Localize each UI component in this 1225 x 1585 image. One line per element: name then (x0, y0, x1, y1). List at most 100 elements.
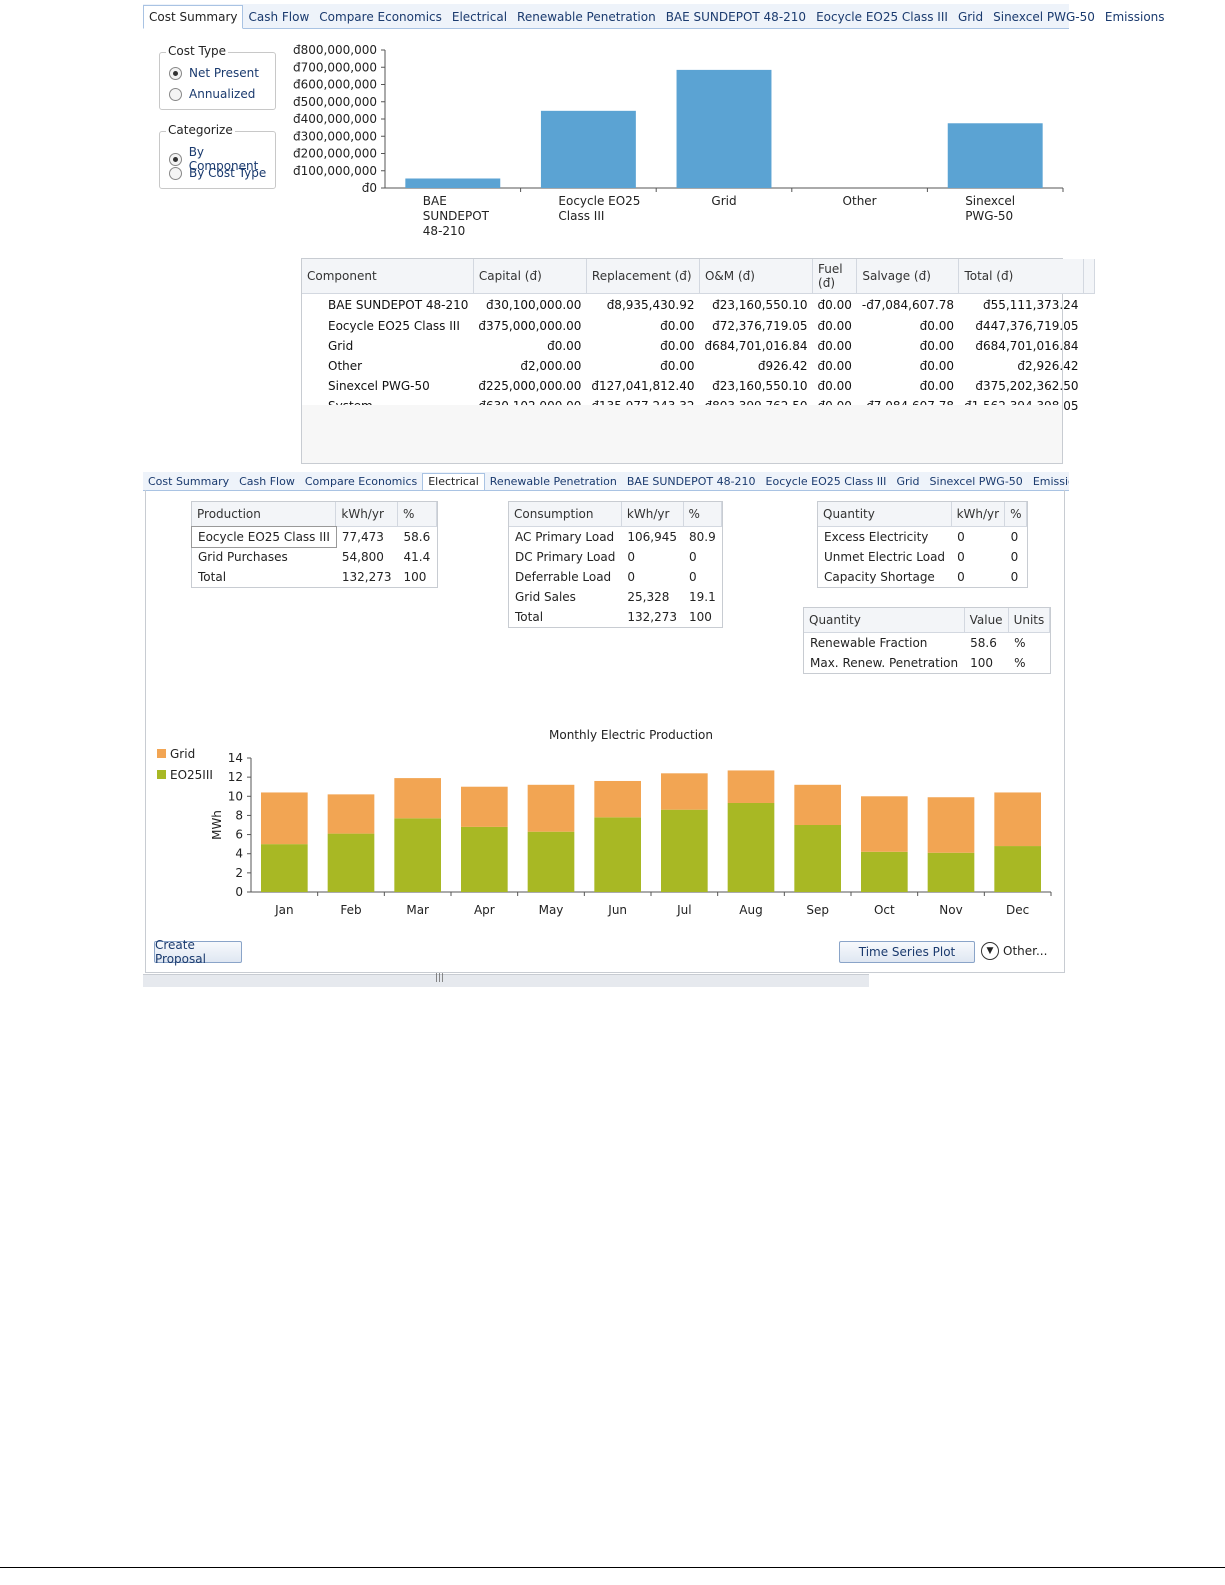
production-table-cell: 77,473 (341, 530, 384, 544)
table-row[interactable]: Max. Renew. Penetration 100% (804, 653, 1050, 673)
radio-by-component-indicator[interactable] (169, 152, 182, 166)
cost-table-header-salvage[interactable]: Salvage (đ) (856, 259, 960, 294)
production-table-header-kwh-yr[interactable]: kWh/yr (335, 502, 398, 527)
radio-by-component[interactable]: By Component (169, 145, 275, 173)
cost-bar-bae-sundepot-48-210 (405, 178, 501, 188)
tab-eocycle-eo25-class-iii[interactable]: Eocycle EO25 Class III (816, 10, 948, 24)
monthly-chart-y-label: MWh (210, 810, 224, 840)
table-row[interactable]: Grid Purchases 54,800 41.4 (192, 547, 436, 567)
cost-table-cell: đ0.00 (817, 378, 852, 393)
other-button[interactable]: ▼ Other... (981, 942, 1047, 960)
horizontal-scrollbar[interactable]: ||| (143, 973, 869, 987)
radio-net-present-indicator[interactable] (169, 66, 182, 80)
cost-table-cell: đ0.00 (919, 338, 954, 353)
tab-electrical[interactable]: Electrical (451, 10, 508, 24)
table-row[interactable]: Eocycle EO25 Class III đ375,000,000.00 đ0.… (302, 316, 1094, 336)
cost-table-header-fuel[interactable]: Fuel (đ) (812, 259, 858, 294)
tab-compare-economics[interactable]: Compare Economics (319, 10, 442, 24)
quantity-table-header-[interactable]: % (1004, 502, 1028, 527)
cost-table-cell-filler (1083, 356, 1094, 376)
tab-eocycle-eo25-class-iii[interactable]: Eocycle EO25 Class III (765, 475, 887, 488)
cost-chart-y-tick-label: đ0 (362, 181, 377, 195)
consumption-table-header-kwh-yr[interactable]: kWh/yr (621, 502, 684, 527)
table-row[interactable]: Sinexcel PWG-50 đ225,000,000.00 đ127,041,8… (302, 376, 1094, 396)
table-row[interactable]: AC Primary Load 106,945 80.9 (509, 527, 722, 548)
renewable-table-header-units[interactable]: Units (1008, 608, 1051, 633)
table-row[interactable]: Excess Electricity 0 0 (818, 527, 1027, 548)
consumption-table-header-consumption[interactable]: Consumption (509, 502, 622, 527)
cost-table-cell: Grid (328, 338, 354, 353)
cost-table-cell-filler (1083, 336, 1094, 356)
table-row[interactable]: Eocycle EO25 Class III 77,473 58.6 (191, 525, 436, 548)
tab-bae-sundepot-48-210[interactable]: BAE SUNDEPOT 48-210 (665, 10, 807, 24)
quantity-table-header-quantity[interactable]: Quantity (818, 502, 952, 527)
bar-eo25iii-aug (727, 802, 775, 892)
cost-table-header-replacement[interactable]: Replacement (đ) (586, 259, 700, 294)
tab-sinexcel-pwg-50[interactable]: Sinexcel PWG-50 (929, 475, 1023, 488)
cost-table-cell: đ23,160,550.10 (712, 378, 808, 393)
cost-table-cell: đ2,000.00 (520, 358, 582, 373)
tab-cash-flow[interactable]: Cash Flow (248, 10, 310, 24)
tab-cost-summary[interactable]: Cost Summary (148, 475, 230, 488)
table-row[interactable]: Unmet Electric Load 0 0 (818, 547, 1027, 567)
table-row[interactable]: DC Primary Load 0 0 (509, 547, 722, 567)
radio-annualized-indicator[interactable] (169, 87, 182, 101)
table-row[interactable]: Grid đ0.00 đ0.00 đ684,701,016.84 đ0.00 đ0.00 đ… (302, 336, 1094, 356)
tab-electrical[interactable]: Electrical (422, 473, 485, 490)
radio-net-present[interactable]: Net Present (169, 66, 259, 80)
renewable-table-cell: 100 (970, 656, 994, 670)
tab-compare-economics[interactable]: Compare Economics (304, 475, 418, 488)
cost-table-header-component[interactable]: Component (302, 259, 474, 294)
top-tab-strip: Cost Summary Cash Flow Compare Economics El… (143, 4, 1165, 29)
quantity-table-cell: 0 (1010, 550, 1019, 564)
radio-by-cost-type-indicator[interactable] (169, 166, 182, 180)
table-row[interactable]: Deferrable Load 0 0 (509, 567, 722, 587)
tab-renewable-penetration[interactable]: Renewable Penetration (489, 475, 617, 488)
cost-chart-y-tick-label: đ700,000,000 (293, 60, 377, 74)
consumption-table-cell: 19.1 (689, 590, 716, 604)
cost-table-header-total[interactable]: Total (đ) (958, 259, 1084, 294)
tab-cost-summary[interactable]: Cost Summary (143, 5, 244, 29)
consumption-table-cell: Deferrable Load (515, 570, 612, 584)
cost-table-header-capital[interactable]: Capital (đ) (473, 259, 587, 294)
radio-by-cost-type[interactable]: By Cost Type (169, 166, 266, 180)
table-row[interactable]: Capacity Shortage 0 0 (818, 567, 1027, 587)
quantity-table-header-kwh-yr[interactable]: kWh/yr (951, 502, 1006, 527)
renewable-table-header-quantity[interactable]: Quantity (804, 608, 965, 633)
table-row[interactable]: Total 132,273 100 (509, 607, 722, 627)
table-row[interactable]: BAE SUNDEPOT 48-210 đ30,100,000.00 đ8,935,… (302, 294, 1094, 316)
production-table-header-[interactable]: % (397, 502, 437, 527)
table-row[interactable]: Renewable Fraction 58.6% (804, 633, 1050, 654)
tab-grid[interactable]: Grid (896, 475, 920, 488)
cost-table-container: Component Capital (đ) Replacement (đ) O&M (… (301, 258, 1095, 464)
cost-table-cell: đ684,701,016.84 (975, 338, 1079, 353)
consumption-table-header-[interactable]: % (683, 502, 723, 527)
tab-grid[interactable]: Grid (957, 10, 984, 24)
radio-annualized[interactable]: Annualized (169, 87, 255, 101)
production-table-header-production[interactable]: Production (192, 502, 337, 527)
tab-bae-sundepot-48-210[interactable]: BAE SUNDEPOT 48-210 (626, 475, 756, 488)
cost-table-cell: đ375,202,362.50 (975, 378, 1079, 393)
tab-sinexcel-pwg-50[interactable]: Sinexcel PWG-50 (993, 10, 1095, 24)
cost-table-cell: đ0.00 (660, 318, 695, 333)
time-series-plot-button[interactable]: Time Series Plot (839, 941, 975, 963)
cost-type-group: Cost Type Net Present Annualized (159, 44, 276, 110)
table-row[interactable]: Other đ2,000.00 đ0.00 đ926.42 đ0.00 đ0.00 đ2,9… (302, 356, 1094, 376)
table-row[interactable]: Total 132,273 100 (192, 567, 436, 587)
cost-table-header-o-m[interactable]: O&M (đ) (699, 259, 814, 294)
table-row[interactable]: Grid Sales 25,328 19.1 (509, 587, 722, 607)
cost-table-cell: BAE SUNDEPOT 48-210 (328, 297, 469, 312)
production-table-cell: Grid Purchases (198, 550, 288, 564)
renewable-table-cell: 58.6 (970, 636, 997, 650)
chevron-down-icon[interactable]: ▼ (981, 942, 999, 960)
cost-chart-x-label: Class III (558, 209, 604, 223)
renewable-table-header-value[interactable]: Value (964, 608, 1009, 633)
bar-eo25iii-jun (594, 817, 641, 892)
tab-emissions[interactable]: Emissions (1104, 10, 1165, 24)
tab-renewable-penetration[interactable]: Renewable Penetration (517, 10, 656, 24)
consumption-table-cell: 0 (627, 550, 636, 564)
create-proposal-button[interactable]: Create Proposal (154, 938, 242, 966)
bar-grid-oct (861, 796, 908, 852)
tab-cash-flow[interactable]: Cash Flow (239, 475, 295, 488)
tab-emissions[interactable]: Emissions (1032, 475, 1069, 488)
